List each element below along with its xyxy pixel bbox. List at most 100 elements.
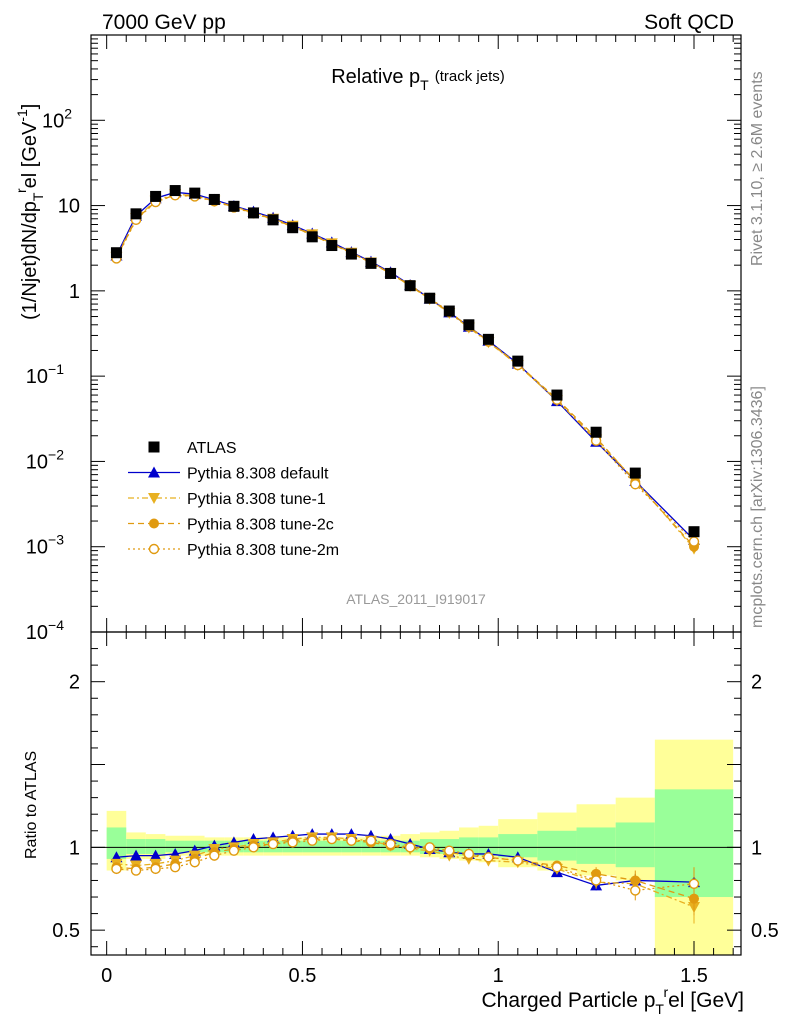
point-atlas [688, 526, 700, 538]
y-top-tick-label: 102 [42, 105, 72, 132]
legend-label-pythia-8-308-tune-2c: Pythia 8.308 tune-2c [187, 517, 334, 534]
ratio-point-pythia-8-308-tune-2m [287, 837, 298, 848]
band-inner [341, 840, 362, 853]
y-top-tick-label: 10−2 [26, 446, 64, 473]
ylabel-top: (1/Njet)dN/dpTrel [GeV-1] [13, 104, 46, 320]
legend-marker-pythia-8-308-default [148, 466, 160, 478]
point-atlas [385, 267, 397, 279]
x-tick-label: 0 [101, 965, 112, 987]
watermark: ATLAS_2011_I919017 [346, 591, 486, 607]
band-inner [478, 837, 499, 856]
band-inner [106, 827, 127, 859]
legend-label-pythia-8-308-tune-1: Pythia 8.308 tune-1 [187, 491, 326, 508]
ratio-series [110, 828, 701, 924]
y-ratio-tick-label-right: 0.5 [751, 920, 779, 942]
band-inner [165, 840, 185, 853]
ratio-point-pythia-8-308-tune-2m [169, 862, 181, 873]
ratio-point-pythia-8-308-tune-2m [483, 852, 494, 863]
rivet-label: Rivet 3.1.10, ≥ 2.6M events [749, 71, 766, 266]
legend-label-pythia-8-308-tune-2m: Pythia 8.308 tune-2m [187, 542, 339, 559]
frames [90, 34, 742, 956]
band-inner [537, 830, 577, 861]
y-top-tick-label: 10−4 [26, 617, 64, 644]
series-line-pythia-8-308-default [115, 191, 695, 541]
ratio-point-pythia-8-308-tune-2m [463, 848, 475, 860]
ratio-point-pythia-8-308-tune-2m [365, 835, 377, 846]
point-atlas [110, 247, 122, 259]
ratio-point-pythia-8-308-tune-2m [512, 855, 524, 866]
series-line-pythia-8-308-tune-2m [115, 194, 695, 543]
ratio-point-pythia-8-308-tune-2m [150, 863, 161, 875]
ratio-point-pythia-8-308-tune-2m [189, 857, 200, 868]
point-atlas [169, 185, 181, 197]
ratio-point-pythia-8-308-tune-2m [590, 875, 602, 886]
ratio-panel-frame [90, 631, 742, 956]
ratio-point-pythia-8-308-tune-2m [228, 845, 240, 856]
band-inner [302, 840, 323, 853]
top-series [110, 185, 701, 555]
point-atlas [404, 280, 416, 292]
point-atlas [130, 208, 142, 220]
point-atlas [512, 355, 524, 367]
point-atlas [345, 248, 357, 260]
ratio-point-pythia-8-308-tune-2m [248, 842, 259, 853]
ratio-point-pythia-8-308-tune-2m [307, 835, 318, 846]
band-inner [126, 839, 146, 854]
legend-marker-pythia-8-308-tune-1 [148, 493, 160, 504]
legend-marker-pythia-8-308-tune-2m [148, 543, 160, 555]
legend: ATLAS Pythia 8.308 default Pythia 8.308 tu… [128, 440, 339, 559]
legend-entry-pythia-8-308-tune-2c: Pythia 8.308 tune-2c [128, 517, 334, 534]
y-ratio-tick-label-left: 2 [69, 672, 80, 694]
point-atlas [189, 187, 201, 199]
ratio-point-pythia-8-308-tune-2m [630, 885, 641, 896]
point-atlas [482, 333, 494, 345]
ratio-point-pythia-8-308-tune-2m [424, 842, 435, 853]
ratio-point-pythia-8-308-tune-2m [326, 833, 338, 845]
y-ratio-tick-label-right: 2 [751, 672, 762, 694]
point-atlas [208, 193, 220, 205]
point-pythia-8-308-tune-2m [688, 536, 700, 547]
ratio-point-pythia-8-308-tune-2m [688, 878, 700, 889]
legend-entry-pythia-8-308-default: Pythia 8.308 default [128, 466, 329, 483]
plot-title: Relative pT (track jets) [331, 66, 505, 93]
ratio-point-pythia-8-308-tune-2m [130, 865, 142, 876]
ratio-point-pythia-8-308-tune-2m [551, 862, 563, 873]
ratio-point-pythia-8-308-tune-2m [444, 845, 455, 856]
point-atlas [443, 305, 455, 317]
band-inner [498, 834, 538, 858]
point-atlas [306, 231, 318, 243]
legend-label-atlas: ATLAS [187, 440, 237, 457]
band-inner [459, 837, 479, 856]
x-tick-label: 1.5 [680, 965, 708, 987]
y-top-tick-label: 10 [58, 196, 80, 218]
y-top-tick-label: 1 [69, 281, 80, 303]
point-atlas [248, 207, 259, 219]
band-inner [576, 827, 616, 864]
ratio-point-pythia-8-308-tune-2m [111, 863, 122, 875]
point-pythia-8-308-tune-2m [630, 479, 641, 490]
ylabel-bottom: Ratio to ATLAS [23, 751, 40, 859]
x-tick-label: 1 [493, 965, 504, 987]
legend-entry-atlas: ATLAS [148, 440, 237, 457]
y-ratio-tick-label-left: 1 [69, 837, 80, 859]
header-right: Soft QCD [644, 11, 734, 34]
point-atlas [629, 467, 641, 479]
legend-entry-pythia-8-308-tune-2m: Pythia 8.308 tune-2m [128, 542, 339, 559]
ratio-point-pythia-8-308-default [130, 849, 143, 861]
point-atlas [287, 222, 299, 234]
legend-marker-atlas [148, 441, 160, 453]
legend-label-pythia-8-308-default: Pythia 8.308 default [187, 466, 329, 483]
mcplots-label: mcplots.cern.ch [arXiv:1306.3436] [749, 386, 766, 628]
y-top-tick-label: 10−3 [26, 532, 64, 559]
axis-ticks: 0 0.5 1 1.5 10−4 10−3 10−2 10−1 1 10 102 0.5 0.5 1 1 2 2 [26, 35, 779, 987]
point-atlas [424, 292, 436, 304]
x-tick-label: 0.5 [289, 965, 317, 987]
ratio-point-pythia-8-308-tune-2m [209, 850, 220, 861]
point-atlas [590, 426, 602, 438]
y-ratio-tick-label-left: 0.5 [52, 920, 80, 942]
ratio-point-pythia-8-308-tune-2m [404, 842, 416, 853]
point-atlas [365, 257, 377, 269]
point-atlas [150, 190, 162, 202]
point-atlas [228, 200, 240, 212]
